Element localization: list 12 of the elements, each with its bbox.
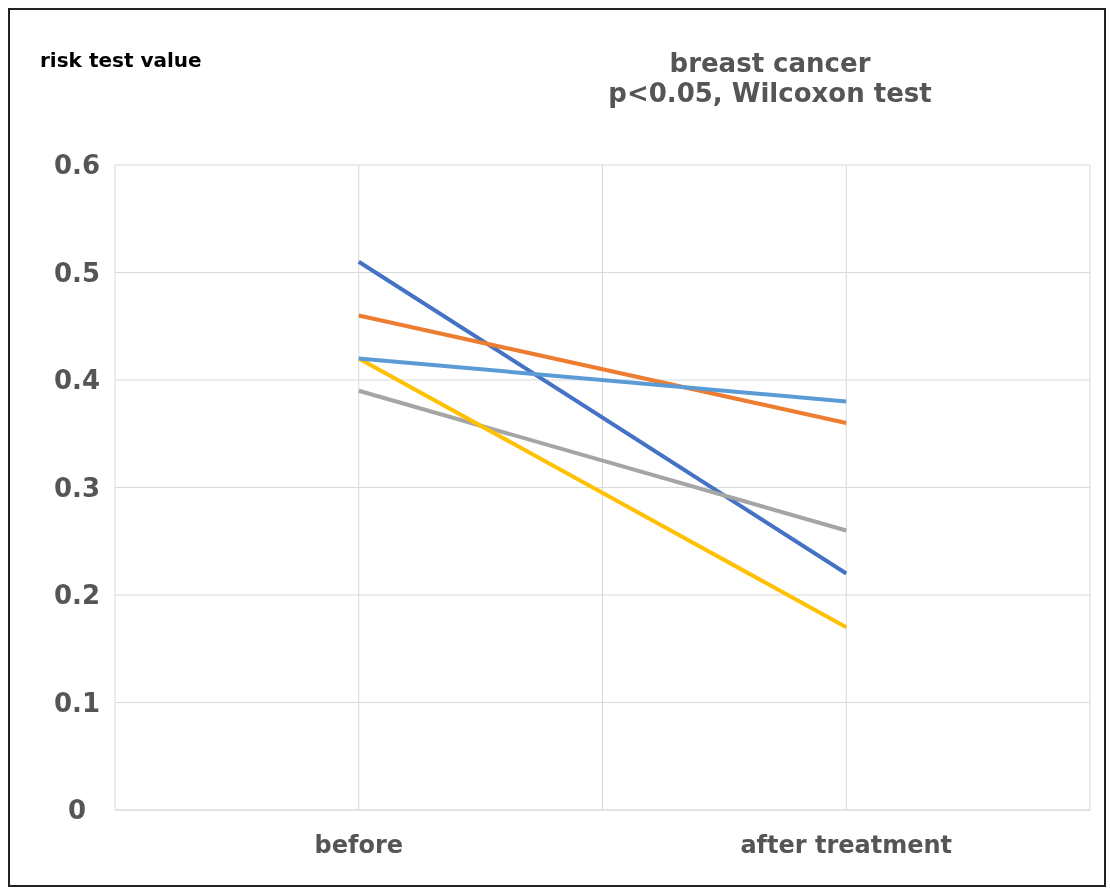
x-tick-label: before <box>314 831 403 860</box>
x-tick-label: after treatment <box>740 831 953 860</box>
y-tick-label: 0.2 <box>53 580 101 611</box>
y-tick-label: 0.5 <box>53 257 101 288</box>
y-tick-label: 0.3 <box>53 472 101 503</box>
y-axis-title: risk test value <box>40 48 202 72</box>
y-tick-label: 0.6 <box>53 150 101 181</box>
chart-subtitle: p<0.05, Wilcoxon test <box>607 78 933 108</box>
chart-title: breast cancer <box>668 48 872 78</box>
y-tick-label: 0 <box>67 795 87 826</box>
y-tick-label: 0.4 <box>53 365 101 396</box>
y-tick-label: 0.1 <box>53 687 101 718</box>
